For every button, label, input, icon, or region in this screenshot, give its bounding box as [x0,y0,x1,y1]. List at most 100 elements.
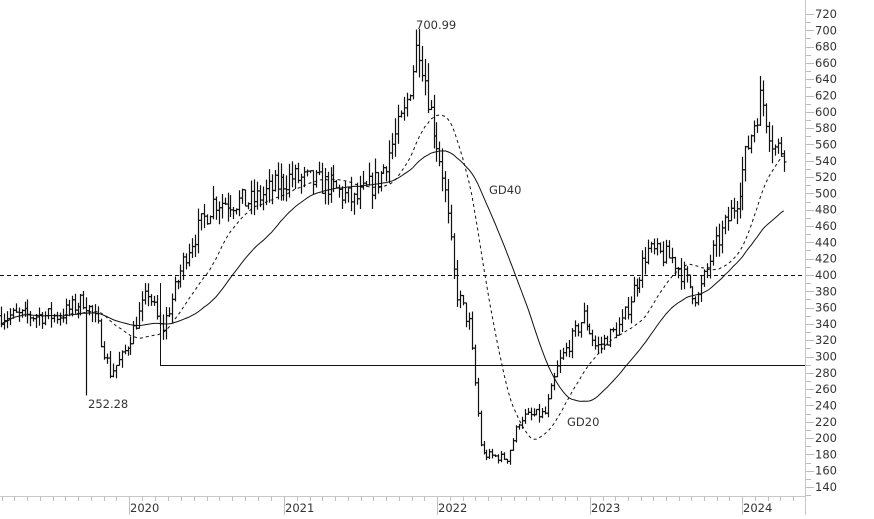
y-tick-label: 480 [815,203,837,217]
y-tick-label: 700 [815,23,837,37]
ohlc-bar [620,309,625,332]
ohlc-bar [426,63,431,114]
ohlc-bar [561,347,566,360]
ohlc-bar [311,170,316,195]
ohlc-bar [664,239,669,264]
ohlc-bar [732,197,737,219]
ohlc-bar [596,336,601,355]
ohlc-bar [735,200,740,225]
ohlc-bar [228,195,233,218]
ohlc-bar [655,238,660,256]
ohlc-bar [43,311,48,326]
ohlc-bar [479,410,484,447]
ohlc-bar [593,335,598,350]
y-tick-label: 240 [815,398,837,412]
ohlc-bar [782,150,787,172]
ohlc-bar [758,75,763,126]
y-tick-label: 280 [815,366,837,380]
gd40-label: GD40 [489,183,521,197]
ohlc-bar [173,276,178,302]
ohlc-bar [667,240,672,259]
ohlc-bar [334,180,339,189]
ohlc-bar [699,275,704,302]
ohlc-bar [120,350,125,368]
y-tick-label: 660 [815,56,837,70]
ohlc-bar [243,189,248,207]
ohlc-bar [773,144,778,156]
y-tick-label: 260 [815,382,837,396]
ohlc-bar [320,162,325,194]
ohlc-bar [623,306,628,320]
ohlc-bar [267,169,272,203]
ohlc-bar [496,454,501,464]
ohlc-bar [605,335,610,346]
ohlc-bar [529,407,534,421]
ohlc-bar [537,403,542,423]
ohlc-bar [146,283,151,307]
ohlc-bar [137,302,142,329]
ohlc-bar [746,135,751,150]
ohlc-bar [761,80,766,117]
x-tick-label: 2023 [591,501,620,515]
ohlc-bar [558,349,563,374]
ohlc-bar [114,364,119,379]
ohlc-bar [417,29,422,78]
ohlc-bar [411,65,416,100]
ohlc-bar [523,409,528,424]
ohlc-bar [14,303,19,313]
ohlc-bar [452,233,457,280]
ohlc-bar [131,320,136,345]
ohlc-bar [237,190,242,217]
ohlc-bar [688,274,693,289]
ohlc-bar [573,320,578,337]
ohlc-bar [767,121,772,152]
ohlc-bar [449,204,454,241]
ohlc-bar [776,138,781,154]
ohlc-bar [643,247,648,275]
ohlc-bar [214,196,219,220]
ohlc-bar [446,179,451,224]
ohlc-bar [770,125,775,164]
ohlc-bar [384,166,389,182]
gd20-moving-average-line [0,114,785,440]
ohlc-bar [564,342,569,357]
ohlc-bar [646,239,651,265]
ohlc-bar [143,283,148,305]
ohlc-bar [685,266,690,283]
ohlc-bar [367,162,372,186]
ohlc-bar [99,318,104,348]
ohlc-bar [190,238,195,259]
ohlc-bar [220,193,225,219]
y-tick-label: 160 [815,464,837,478]
ohlc-bar [437,141,442,167]
ohlc-bar [579,322,584,338]
y-tick-label: 360 [815,301,837,315]
ohlc-bar [393,118,398,157]
ohlc-bar [317,161,322,176]
ohlc-bar [161,314,166,340]
ohlc-bar [37,307,42,326]
ohlc-bar [164,307,169,340]
y-tick-label: 720 [815,7,837,21]
ohlc-bar [81,290,86,310]
y-tick-label: 200 [815,431,837,445]
ohlc-bar [193,234,198,258]
ohlc-bar [626,296,631,320]
ohlc-bar [467,312,472,330]
ohlc-bar [152,295,157,306]
ohlc-bar [764,103,769,134]
ohlc-bar [346,187,351,203]
ohlc-bar [178,264,183,288]
ohlc-bar [617,317,622,336]
ohlc-bar [379,171,384,192]
ohlc-bar [396,104,401,144]
ohlc-bar [240,188,245,204]
ohlc-bar [196,208,201,254]
ohlc-bar [108,350,113,379]
ohlc-bar [117,351,122,367]
ohlc-bar [443,171,448,203]
ohlc-bar [123,344,128,355]
ohlc-bar [717,223,722,257]
x-axis: 2020 2021 2022 2023 2024 [0,496,805,515]
